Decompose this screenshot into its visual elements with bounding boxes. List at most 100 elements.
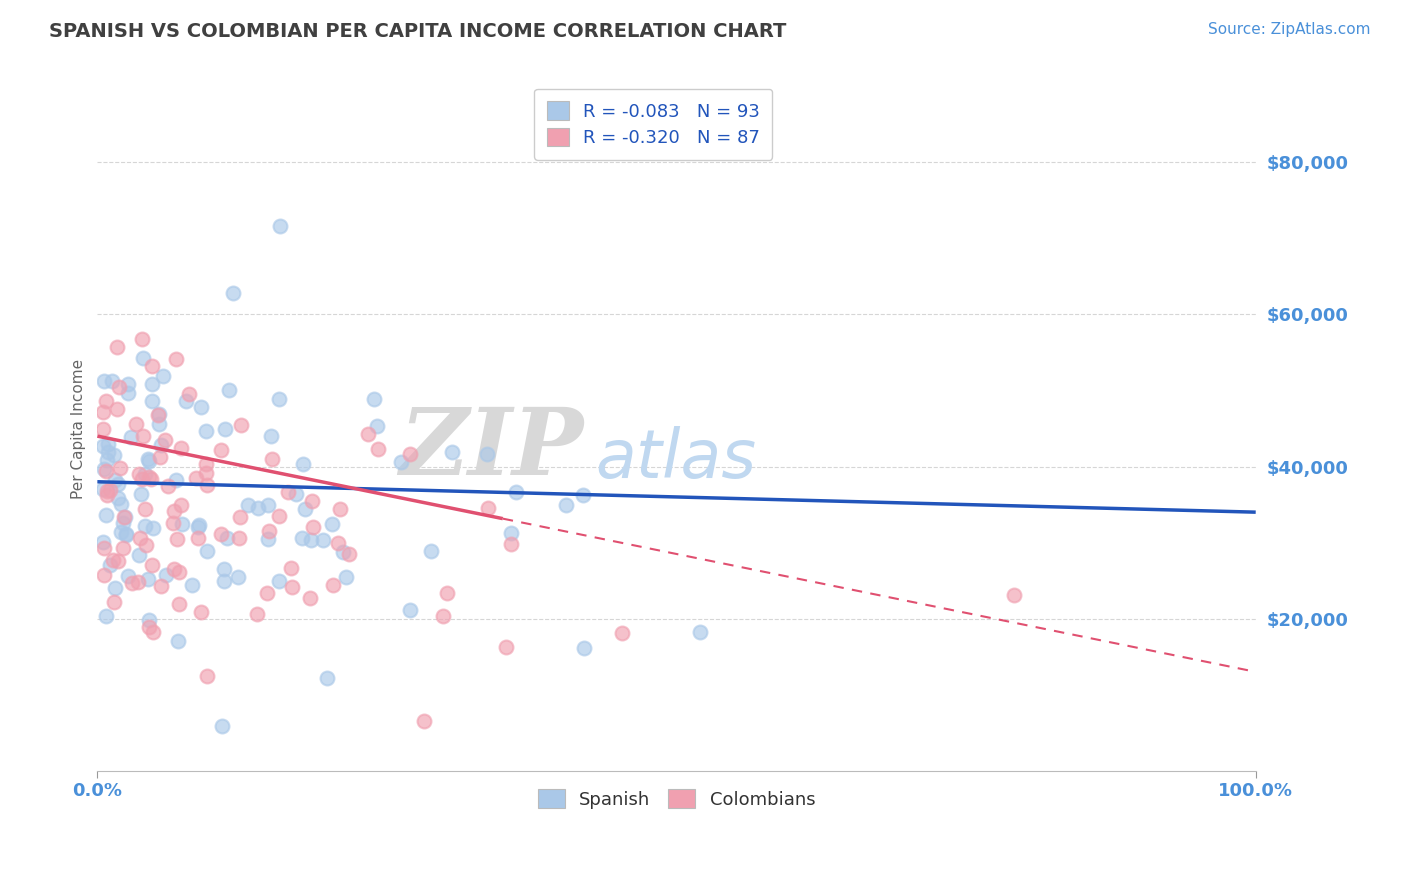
Point (194, 457, 217, 471)
Point (190, 400, 212, 414)
Point (477, 447, 499, 461)
Point (277, 485, 299, 500)
Point (399, 447, 422, 461)
Point (572, 488, 595, 502)
Point (149, 450, 172, 464)
Point (326, 536, 349, 550)
Point (105, 340, 128, 354)
Point (222, 286, 245, 301)
Point (124, 417, 146, 431)
Point (495, 640, 517, 654)
Point (357, 427, 380, 442)
Point (169, 597, 191, 611)
Point (131, 333, 153, 347)
Point (363, 392, 385, 406)
Point (149, 438, 172, 452)
Point (98, 558, 121, 573)
Point (96, 488, 118, 502)
Point (117, 386, 139, 401)
Point (117, 568, 139, 582)
Point (138, 614, 160, 628)
Point (142, 521, 165, 535)
Point (91, 422, 114, 436)
Point (181, 578, 204, 592)
Point (165, 351, 187, 366)
Point (292, 457, 315, 471)
Point (229, 510, 252, 524)
Point (209, 527, 232, 541)
Point (170, 498, 193, 512)
Y-axis label: Per Capita Income: Per Capita Income (72, 359, 86, 499)
Point (301, 494, 323, 508)
Point (332, 545, 354, 559)
Point (134, 467, 156, 481)
Point (294, 502, 316, 516)
Point (212, 562, 235, 576)
Point (165, 474, 187, 488)
Point (93, 462, 115, 476)
Point (432, 608, 454, 623)
Point (152, 369, 174, 384)
Point (228, 531, 250, 545)
Point (141, 359, 163, 374)
Point (91, 535, 114, 549)
Point (187, 531, 209, 545)
Point (134, 519, 156, 533)
Point (157, 479, 180, 493)
Point (689, 624, 711, 639)
Point (322, 578, 344, 592)
Point (190, 605, 212, 619)
Text: ZIP: ZIP (399, 404, 583, 494)
Point (107, 554, 129, 568)
Point (97, 445, 120, 459)
Point (389, 455, 412, 469)
Point (107, 477, 129, 491)
Point (170, 441, 193, 455)
Point (399, 603, 422, 617)
Point (93, 541, 115, 555)
Point (162, 504, 184, 518)
Point (335, 569, 357, 583)
Point (134, 502, 156, 516)
Point (132, 428, 155, 442)
Point (138, 470, 160, 484)
Point (167, 565, 190, 579)
Point (267, 574, 290, 588)
Point (167, 634, 190, 648)
Point (412, 714, 434, 728)
Point (112, 541, 135, 555)
Point (110, 497, 132, 511)
Point (246, 607, 269, 621)
Point (367, 442, 389, 457)
Point (163, 562, 186, 576)
Point (94, 464, 117, 478)
Point (94, 609, 117, 624)
Point (209, 442, 232, 457)
Point (299, 533, 322, 547)
Point (139, 472, 162, 486)
Point (132, 351, 155, 365)
Point (366, 418, 388, 433)
Point (138, 453, 160, 467)
Point (142, 624, 165, 639)
Point (128, 548, 150, 562)
Point (91, 405, 114, 419)
Point (554, 498, 576, 512)
Point (267, 508, 290, 523)
Point (499, 536, 522, 550)
Point (291, 531, 314, 545)
Point (127, 575, 149, 590)
Point (148, 417, 170, 431)
Point (103, 448, 125, 462)
Point (131, 472, 153, 486)
Point (174, 393, 197, 408)
Point (195, 668, 218, 682)
Point (184, 471, 207, 485)
Point (93, 567, 115, 582)
Point (91, 483, 114, 497)
Point (177, 387, 200, 401)
Point (302, 520, 325, 534)
Point (138, 620, 160, 634)
Point (108, 380, 131, 394)
Point (259, 524, 281, 538)
